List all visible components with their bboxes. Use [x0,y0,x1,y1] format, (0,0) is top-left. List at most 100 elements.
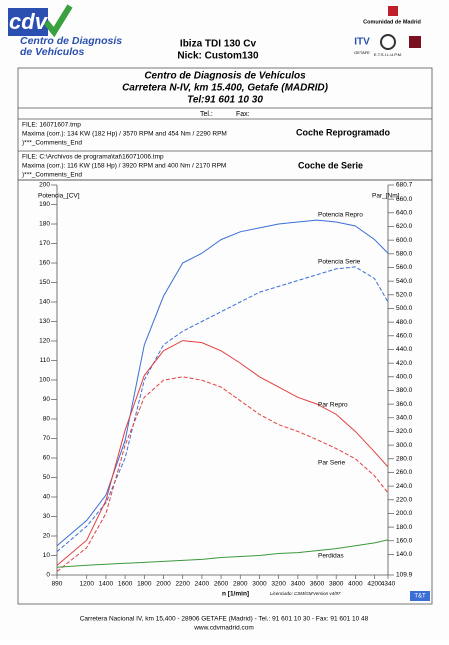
y-tick-label: 120 [39,338,50,345]
annotation: Version v4/97 [313,591,341,596]
y2-tick-label: 660.0 [396,196,413,203]
footer-address: Carretera Nacional IV, km 15,400 - 28906… [80,616,369,623]
y-tick-label: 110 [40,357,51,364]
series-line [56,266,389,552]
y2-tick-label: 300.0 [396,442,413,449]
series-line [56,340,389,566]
y-tick-label: 20 [43,533,51,540]
x-tick-label: 1800 [137,581,152,588]
file-comments: )***_Comments_End [22,140,82,147]
y-axis-label: Potencia_[CV] [38,193,80,200]
series-line [56,376,389,572]
y2-tick-label: 280.0 [396,455,413,462]
center-address: Carretera N-IV, km 15.400, Getafe (MADRI… [122,83,328,94]
logo-check [43,4,73,38]
nick: Nick: Custom130 [177,51,259,62]
y2-tick-label: 360.0 [396,401,413,408]
x-tick-label: 1400 [99,581,114,588]
x-tick-label: 3000 [252,581,267,588]
y-tick-label: 60 [43,455,51,462]
series-label: Perdidas [318,553,344,560]
file-label: Coche de Serie [298,160,363,170]
x-tick-label: 890 [52,581,63,588]
y2-tick-label: 620.0 [396,223,413,230]
y2-tick-label: 600.0 [396,237,413,244]
x-tick-label: 4340 [381,581,396,588]
series-label: Potencia Serie [318,259,361,266]
y2-tick-label: 480.0 [396,319,413,326]
x-axis-label: n [1/min] [222,591,249,598]
y2-tick-label: 560.0 [396,264,413,271]
x-tick-label: 2800 [233,581,248,588]
vehicle: Ibiza TDI 130 Cv [180,39,257,50]
y-tick-label: 30 [43,513,51,520]
y2-tick-label: 440.0 [396,346,413,353]
x-tick-label: 4000 [348,581,363,588]
y-tick-label: 10 [43,552,51,559]
x-tick-label: 1600 [118,581,133,588]
center-name: Centro de Diagnosis de Vehículos [144,71,306,82]
x-tick-label: 3400 [291,581,306,588]
y-tick-label: 40 [43,494,51,501]
x-tick-label: 4200 [367,581,382,588]
y2-tick-label: 500.0 [396,305,413,312]
file-label: Coche Reprogramado [296,127,391,137]
badge [410,591,430,601]
x-tick-label: 2200 [175,581,190,588]
upm-logo [380,34,396,50]
right-logo: GETAFE [354,50,370,55]
annotation: T&T [414,594,426,600]
x-tick-label: 3200 [271,581,286,588]
y2-axis-label: Par_[Nm] [372,193,400,200]
y2-tick-label: 160.0 [396,537,413,544]
y-tick-label: 200 [39,182,50,189]
logo-subtitle: Centro de Diagnosis de Vehículos [20,36,123,58]
x-tick-label: 3600 [310,581,325,588]
y2-tick-label: 340.0 [396,415,413,422]
y2-tick-label: 640.0 [396,210,413,217]
y2-tick-label: 220.0 [396,496,413,503]
x-tick-label: 2000 [156,581,171,588]
series-label: Par Repro [318,402,348,409]
center-tel: Tel:91 601 10 30 [187,95,263,106]
file-name: FILE: 16071607.tmp [22,122,81,129]
right-logo: E.T.S.I.I.-U.P.M. [374,52,402,57]
y2-tick-label: 180.0 [396,524,413,531]
x-tick-label: 3800 [329,581,344,588]
series-label: Par Serie [318,460,345,467]
madrid-logo [388,6,398,16]
logo-text: cdv [9,9,49,34]
y-tick-label: 100 [39,377,50,384]
side-logo [409,36,421,48]
y2-tick-label: 540.0 [396,278,413,285]
y-tick-label: 160 [39,260,50,267]
y-tick-label: 80 [43,416,51,423]
file-name: FILE: C:\Archivos de programa\tat\160710… [22,154,164,161]
y2-tick-label: 380.0 [396,387,413,394]
y2-tick-label: 140.0 [396,551,413,558]
right-logo: ITV [354,37,370,48]
right-logo: Comunidad de Madrid [363,19,421,25]
file-comments: )***_Comments_End [22,172,82,179]
y2-tick-label: 520.0 [396,292,413,299]
y-tick-label: 130 [39,318,50,325]
x-tick-label: 2600 [214,581,229,588]
y-tick-label: 50 [43,474,51,481]
file-maxima: Maxima (corr.): 134 KW (182 Hp) / 3570 R… [22,131,227,138]
series-line [56,219,389,547]
y-tick-label: 170 [39,240,50,247]
y2-tick-label: 680.7 [396,182,413,189]
file-maxima: Maxima (corr.): 116 KW (158 Hp) / 3920 R… [22,163,226,170]
y-tick-label: 190 [39,201,50,208]
y-tick-label: 70 [43,435,51,442]
tel-label: Tel.: [200,111,213,118]
logo-subtitle-box: Centro de Diagnosis de Vehículos [20,36,123,58]
y2-tick-label: 200.0 [396,510,413,517]
series-line [56,539,389,568]
y2-tick-label: 320.0 [396,428,413,435]
annotation: Licenciado: CSM/GM [270,591,313,596]
y2-tick-label: 420.0 [396,360,413,367]
logo-box [8,8,48,36]
